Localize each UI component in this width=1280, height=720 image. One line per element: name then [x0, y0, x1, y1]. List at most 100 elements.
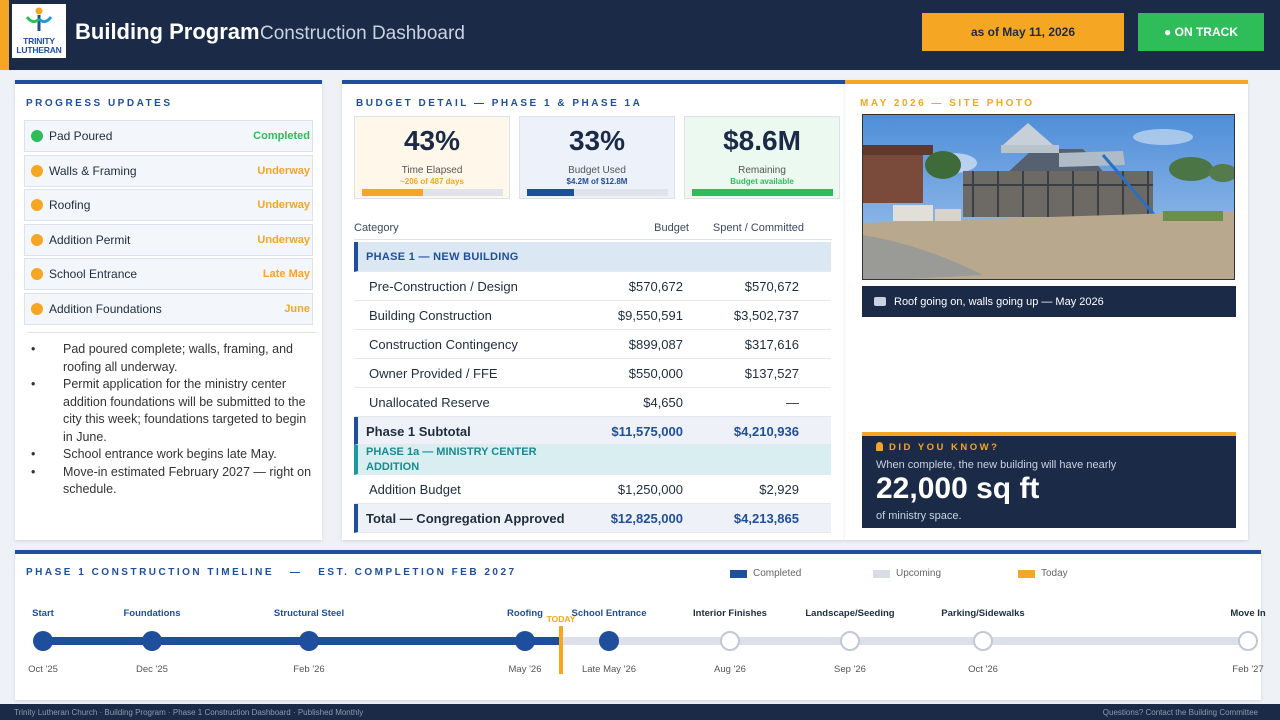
kpi-label: Time Elapsed: [401, 165, 463, 176]
as-of-date-badge: as of May 11, 2026: [922, 13, 1124, 51]
did-you-know-intro: When complete, the new building will hav…: [876, 459, 1117, 471]
row-budget: $1,250,000: [617, 482, 683, 497]
milestone-marker[interactable]: [33, 631, 53, 651]
construction-timeline-panel: PHASE 1 CONSTRUCTION TIMELINE — EST. COM…: [15, 550, 1266, 700]
kpi-value: $8.6M: [723, 125, 801, 156]
did-you-know-footnote: of ministry space.: [876, 510, 962, 522]
budget-row: Pre-Construction / Design $570,672 $570,67…: [354, 272, 831, 301]
camera-icon: [874, 297, 886, 306]
kpi-card: 33% Budget Used $4.2M of $12.8M: [519, 116, 675, 199]
row-category: Owner Provided / FFE: [369, 366, 498, 381]
row-category: Total — Congregation Approved: [366, 511, 565, 526]
milestone-date: Late May '26: [581, 664, 637, 675]
did-you-know-card: DID YOU KNOW? When complete, the new bui…: [862, 432, 1236, 528]
milestone-marker[interactable]: [840, 631, 860, 651]
legend-upcoming-label: Upcoming: [896, 568, 942, 579]
row-category: Pre-Construction / Design: [369, 279, 518, 294]
row-category: PHASE 1a — MINISTRY CENTER ADDITION: [366, 446, 537, 473]
status-dot-icon: [31, 130, 43, 142]
row-spent: $4,213,865: [733, 511, 799, 526]
kpi-progress-fill: [692, 189, 833, 196]
column-header-spent: Spent / Committed: [712, 222, 804, 234]
progress-note: • Pad poured complete; walls, framing, an…: [27, 341, 317, 376]
legend-swatch-completed: [730, 569, 747, 578]
total-approved-row: Total — Congregation Approved $12,825,000…: [354, 504, 831, 533]
milestone-date: May '26: [508, 664, 542, 675]
milestone-date: Oct '26: [968, 664, 998, 675]
progress-item-status: Late May: [262, 268, 310, 281]
today-label: TODAY: [546, 614, 576, 624]
row-category: Addition Budget: [369, 482, 461, 497]
row-budget: $899,087: [628, 337, 683, 352]
row-category: Phase 1 Subtotal: [366, 424, 471, 439]
kpi-card: 43% Time Elapsed ~206 of 487 days: [354, 116, 510, 199]
progress-item-status: Completed: [253, 130, 310, 142]
row-budget: $12,825,000: [610, 511, 683, 526]
progress-note: • Move-in estimated February 2027 — right…: [27, 464, 317, 499]
progress-item: Addition Permit Underway: [24, 223, 313, 256]
milestone-marker[interactable]: [1238, 631, 1258, 651]
on-track-status-badge: ● ON TRACK: [1138, 13, 1264, 51]
addition-budget-row: Addition Budget $1,250,000 $2,929: [354, 475, 831, 504]
progress-item: School Entrance Late May: [24, 258, 313, 291]
did-you-know-title: DID YOU KNOW?: [876, 442, 999, 453]
milestone-marker[interactable]: [142, 631, 162, 651]
milestone-marker[interactable]: [973, 631, 993, 651]
legend-completed-label: Completed: [753, 568, 802, 579]
milestone-label: Foundations: [123, 608, 181, 619]
site-photo-caption-text: Roof going on, walls going up — May 2026: [894, 295, 1104, 308]
bullet-icon: •: [31, 342, 36, 356]
kpi-progress-track: [692, 189, 833, 196]
column-header-category: Category: [354, 222, 399, 234]
milestone-label: Interior Finishes: [693, 608, 767, 619]
construction-site-photo[interactable]: [862, 114, 1235, 280]
progress-note: • Permit application for the ministry cen…: [27, 376, 317, 446]
budget-table-header: Category Budget Spent / Committed: [354, 222, 832, 240]
lightbulb-icon: [876, 442, 883, 451]
kpi-card: $8.6M Remaining Budget available: [684, 116, 840, 199]
footer: Trinity Lutheran Church · Building Progr…: [0, 704, 1280, 720]
status-dot-icon: [31, 164, 43, 177]
logo-mark-icon: [25, 7, 53, 31]
progress-item: Walls & Framing Underway: [24, 154, 313, 187]
milestone-label: Roofing: [507, 608, 543, 619]
phase-1a-section-header: PHASE 1a — MINISTRY CENTER ADDITION: [354, 445, 831, 475]
progress-item-label: Roofing: [49, 198, 91, 213]
column-header-budget: Budget: [654, 222, 689, 234]
progress-note-text: Permit application for the ministry cent…: [63, 377, 307, 444]
row-spent: $3,502,737: [733, 308, 799, 323]
milestone-label: Landscape/Seeding: [805, 608, 895, 619]
row-budget: $9,550,591: [617, 308, 683, 323]
progress-item-label: Pad Poured: [49, 129, 113, 143]
milestone-label: School Entrance: [571, 608, 647, 619]
milestone-marker[interactable]: [515, 631, 535, 651]
milestone-date: Sep '26: [834, 664, 866, 675]
page-subtitle: Construction Dashboard: [260, 23, 465, 44]
bullet-icon: •: [31, 464, 36, 479]
milestone-date: Dec '25: [136, 664, 168, 675]
kpi-progress-track: [362, 189, 503, 196]
progress-note-text: School entrance work begins late May.: [63, 447, 277, 461]
progress-item-status: Underway: [257, 199, 310, 212]
budget-row: Owner Provided / FFE $550,000 $137,527: [354, 359, 831, 388]
site-photo-title: MAY 2026 — SITE PHOTO: [860, 98, 1035, 109]
milestone-marker[interactable]: [599, 631, 619, 651]
progress-item-status: Underway: [257, 164, 310, 177]
progress-item-label: Addition Permit: [49, 232, 131, 247]
progress-item: Pad Poured Completed: [24, 120, 313, 152]
legend-today: Today: [1018, 568, 1068, 579]
budget-row: Building Construction $9,550,591 $3,502,73…: [354, 301, 831, 330]
milestone-date: Feb '27: [1232, 664, 1264, 675]
footer-contact-text: Questions? Contact the Building Committe…: [1102, 708, 1258, 717]
progress-updates-title: PROGRESS UPDATES: [26, 98, 173, 109]
milestone-marker[interactable]: [720, 631, 740, 651]
progress-item-label: Walls & Framing: [49, 163, 137, 178]
milestone-label: Parking/Sidewalks: [941, 608, 1025, 619]
milestone-marker[interactable]: [299, 631, 319, 651]
church-logo[interactable]: TRINITY LUTHERAN: [12, 4, 66, 58]
milestone-label: Structural Steel: [273, 608, 345, 619]
phase-1-subtotal-row: Phase 1 Subtotal $11,575,000 $4,210,936: [354, 417, 831, 445]
kpi-progress-fill: [527, 189, 574, 196]
budget-detail-panel: BUDGET DETAIL — PHASE 1 & PHASE 1A 43% Ti…: [342, 80, 845, 540]
status-dot-icon: [31, 303, 43, 315]
